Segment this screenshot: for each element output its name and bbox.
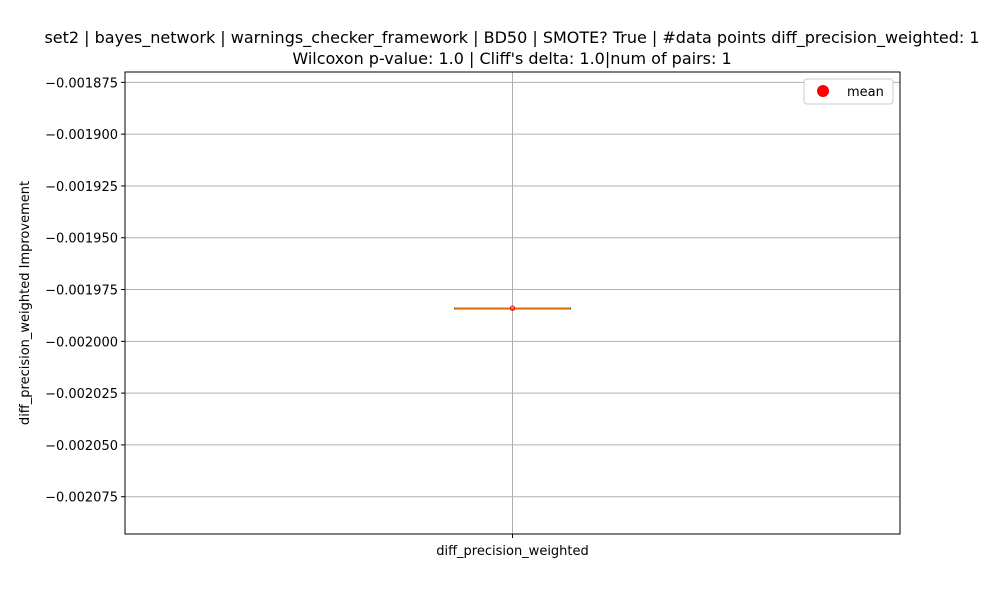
y-axis-ticks: −0.001875 −0.001900 −0.001925 −0.001950 −0.0… (45, 76, 125, 506)
y-tick-label: −0.002050 (45, 439, 118, 454)
y-tick-label: −0.002025 (45, 387, 118, 402)
y-tick-label: −0.001950 (45, 232, 118, 247)
chart-title-line-2: Wilcoxon p-value: 1.0 | Cliff's delta: 1… (292, 49, 731, 68)
chart-title-line-1: set2 | bayes_network | warnings_checker_… (44, 28, 979, 48)
grid-layer (125, 72, 900, 534)
y-tick-label: −0.002000 (45, 335, 118, 350)
y-tick-label: −0.001875 (45, 76, 118, 91)
y-tick-label: −0.001925 (45, 180, 118, 195)
legend-mean-label: mean (847, 85, 884, 100)
y-axis-label: diff_precision_weighted Improvement (18, 181, 33, 425)
y-tick-label: −0.002075 (45, 491, 118, 506)
mean-marker (509, 305, 516, 311)
legend-mean-marker (817, 85, 829, 97)
box-plot (454, 305, 571, 311)
y-tick-label: −0.001900 (45, 128, 118, 143)
plot-area-frame (124, 71, 901, 535)
y-tick-label: −0.001975 (45, 284, 118, 299)
legend: mean (803, 78, 894, 105)
x-tick-label: diff_precision_weighted (436, 544, 589, 559)
chart-title: set2 | bayes_network | warnings_checker_… (44, 28, 979, 68)
x-axis-ticks: diff_precision_weighted (436, 534, 589, 559)
legend-frame (803, 78, 894, 105)
